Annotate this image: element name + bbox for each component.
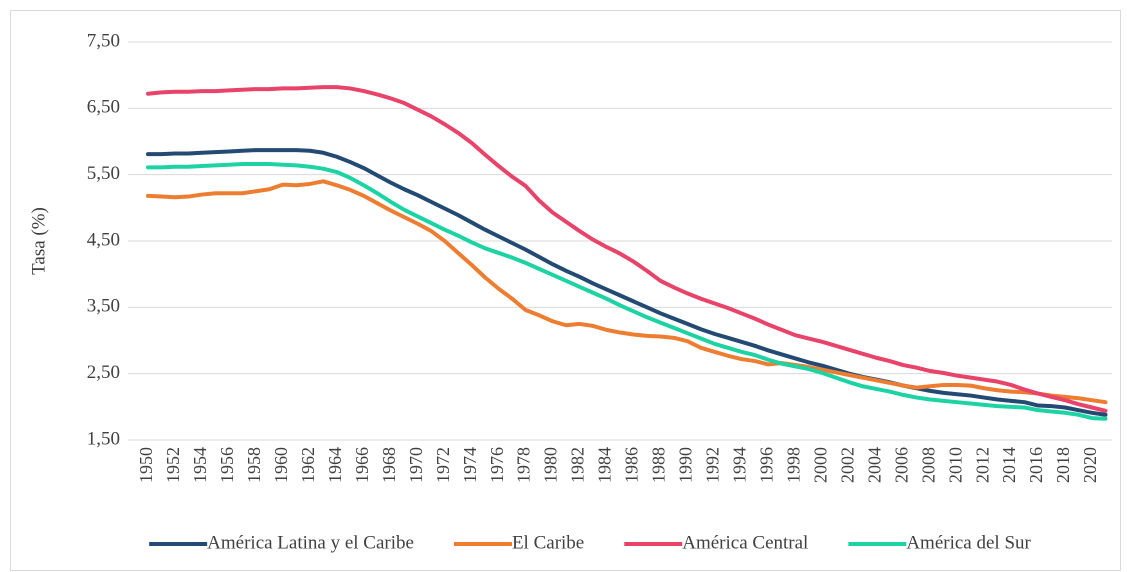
x-tick-label: 1974	[460, 447, 480, 483]
series-line	[146, 162, 1108, 421]
chart-frame	[10, 10, 1121, 571]
legend-label: América Latina y el Caribe	[207, 532, 414, 553]
x-tick-label: 1952	[163, 447, 183, 483]
y-tick-label: 2,50	[87, 362, 120, 383]
x-tick-label: 1950	[136, 447, 156, 483]
y-axis-title: Tasa (%)	[28, 207, 49, 275]
x-tick-label: 2018	[1053, 447, 1073, 483]
series-line	[146, 148, 1108, 417]
x-tick-label: 1960	[271, 447, 291, 483]
legend-label: América del Sur	[906, 532, 1031, 553]
y-tick-label: 5,50	[87, 163, 120, 184]
x-tick-label: 1966	[352, 447, 372, 483]
x-tick-label: 1992	[703, 447, 723, 483]
x-tick-label: 1978	[514, 447, 534, 483]
x-tick-label: 2020	[1080, 447, 1100, 483]
x-tick-label: 1976	[487, 447, 507, 483]
x-tick-label: 1972	[433, 447, 453, 483]
x-tick-label: 2010	[945, 447, 965, 483]
x-tick-label: 1968	[379, 447, 399, 483]
y-tick-label: 3,50	[87, 296, 120, 317]
y-tick-label: 4,50	[87, 229, 120, 250]
x-tick-label: 1986	[622, 447, 642, 483]
x-tick-label: 1984	[595, 447, 615, 483]
y-tick-label: 7,50	[87, 30, 120, 51]
series-line	[146, 179, 1108, 405]
x-tick-label: 1964	[325, 447, 345, 483]
x-tick-label: 2012	[972, 447, 992, 483]
x-tick-label: 1962	[298, 447, 318, 483]
x-tick-label: 1970	[406, 447, 426, 483]
legend-label: El Caribe	[512, 532, 584, 553]
legend-label: América Central	[682, 532, 808, 553]
y-tick-label: 1,50	[87, 428, 120, 449]
x-tick-label: 2014	[999, 447, 1019, 483]
y-tick-label: 6,50	[87, 97, 120, 118]
x-tick-label: 1954	[190, 447, 210, 483]
x-tick-label: 1994	[730, 447, 750, 483]
x-tick-label: 1988	[649, 447, 669, 483]
x-tick-label: 2016	[1026, 447, 1046, 483]
x-tick-label: 1956	[217, 447, 237, 483]
x-tick-label: 2008	[918, 447, 938, 483]
legend: América Latina y el Caribe El Caribe Améri…	[149, 532, 1032, 553]
x-tick-label: 2004	[864, 447, 884, 483]
series-line	[146, 85, 1108, 413]
x-tick-label: 2002	[837, 447, 857, 483]
x-tick-label: 2006	[891, 447, 911, 483]
x-tick-label: 1990	[676, 447, 696, 483]
x-tick-label: 1982	[568, 447, 588, 483]
x-tick-label: 1958	[244, 447, 264, 483]
x-tick-label: 1996	[756, 447, 776, 483]
x-tick-label: 1998	[783, 447, 803, 483]
x-tick-label: 1980	[541, 447, 561, 483]
x-tick-label: 2000	[810, 447, 830, 483]
